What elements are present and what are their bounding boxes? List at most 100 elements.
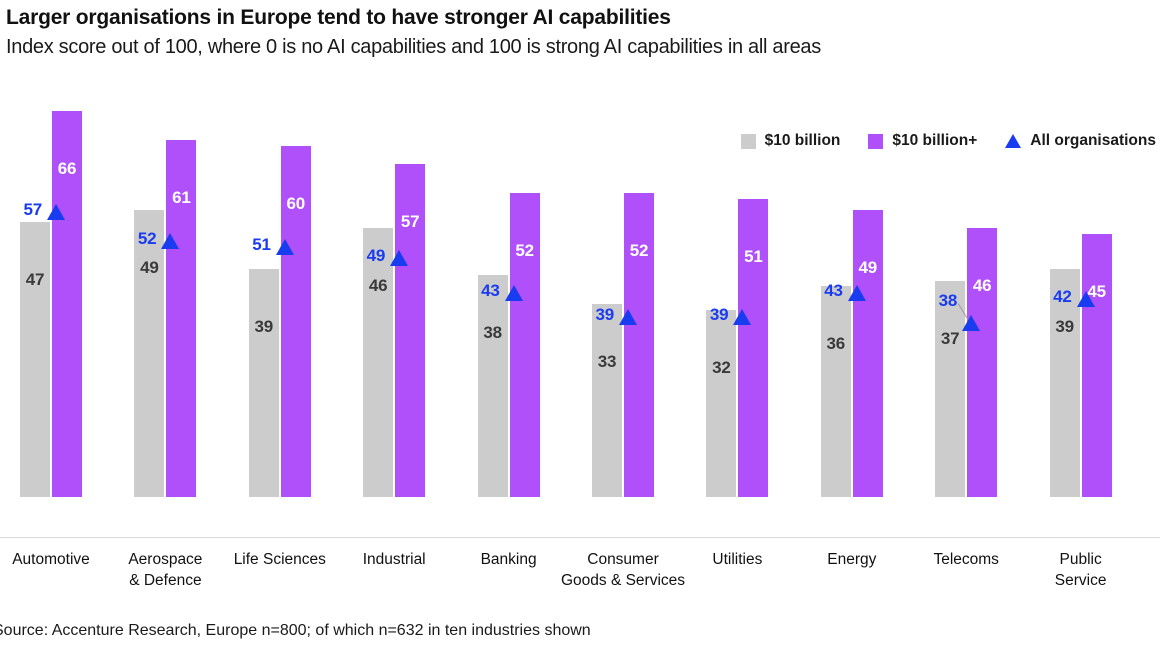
x-axis-category-line: Utilities: [712, 551, 763, 568]
bar-large-company[interactable]: [624, 192, 654, 497]
bar-small-company[interactable]: [935, 280, 966, 497]
x-axis-category-line: Automotive: [12, 551, 90, 568]
legend-item-all[interactable]: All organisations: [1005, 132, 1156, 150]
bar-large-company[interactable]: [166, 140, 197, 497]
x-axis-category-label: Consumer Goods & Services: [533, 549, 713, 591]
bar-small-company[interactable]: [1049, 268, 1080, 497]
x-axis-category-label: Aerospace & Defence: [75, 549, 255, 591]
bar-value-small: 39: [254, 316, 274, 336]
x-axis-category-line: Public: [1059, 551, 1102, 568]
bar-group: 49 61 52: [134, 0, 197, 610]
x-axis-category-line: Consumer: [587, 551, 659, 568]
marker-all-organisations[interactable]: [275, 238, 294, 255]
x-axis-category-line: Life Sciences: [233, 551, 326, 568]
bar-large-company[interactable]: [1081, 233, 1112, 497]
x-axis-category-line: Goods & Services: [560, 572, 686, 589]
bar-large-company[interactable]: [852, 210, 883, 497]
marker-all-organisations[interactable]: [504, 285, 523, 302]
marker-all-organisations[interactable]: [1076, 291, 1095, 308]
bar-large-company[interactable]: [280, 146, 311, 497]
bar-small-company[interactable]: [248, 268, 279, 497]
bar-large-company[interactable]: [967, 227, 998, 497]
x-axis-line: [0, 537, 1160, 538]
bar-large-company[interactable]: [52, 110, 82, 497]
marker-value-all-organisations: 51: [252, 234, 271, 254]
bar-small-company[interactable]: [706, 309, 737, 497]
x-axis-category-line: Telecoms: [933, 551, 999, 568]
bar-value-large: 66: [57, 158, 77, 178]
legend-swatch-large-icon: [868, 133, 884, 149]
bar-group: 36 49 43: [820, 0, 883, 610]
bar-large-company[interactable]: [395, 163, 426, 497]
legend-item-large[interactable]: $10 billion+: [868, 132, 977, 150]
bar-value-large: 57: [400, 211, 420, 231]
bar-group: 39 60 51: [248, 0, 311, 610]
bar-value-large: 52: [629, 240, 649, 260]
bar-value-large: 60: [286, 194, 306, 213]
x-axis-category-label: Banking: [419, 549, 599, 570]
page-subtitle: Index score out of 100, where 0 is no AI…: [6, 36, 821, 58]
marker-all-organisations[interactable]: [47, 203, 65, 220]
bar-value-small: 36: [826, 334, 846, 354]
bar-value-large: 52: [515, 240, 534, 260]
marker-value-all-organisations: 52: [137, 228, 157, 248]
bar-group: 39 45 42: [1049, 0, 1112, 610]
marker-value-all-organisations: 43: [824, 281, 843, 301]
marker-value-all-organisations: 49: [366, 246, 386, 266]
marker-all-organisations[interactable]: [847, 285, 866, 302]
bar-group: 32 51 39: [706, 0, 769, 610]
chart-legend: $10 billion $10 billion+ All organisatio…: [740, 132, 1156, 150]
bar-value-large: 46: [972, 275, 992, 295]
marker-all-organisations[interactable]: [733, 308, 752, 325]
x-axis-category-line: Service: [1054, 572, 1107, 589]
bar-small-company[interactable]: [592, 303, 622, 497]
legend-item-small[interactable]: $10 billion: [740, 132, 840, 150]
marker-all-organisations[interactable]: [962, 314, 981, 331]
bar-value-small: 37: [940, 328, 960, 348]
marker-value-all-organisations: 39: [709, 304, 729, 324]
bar-large-company[interactable]: [738, 198, 769, 497]
bar-small-company[interactable]: [363, 227, 394, 497]
marker-value-all-organisations: 39: [595, 304, 614, 324]
bar-small-company[interactable]: [20, 222, 50, 497]
marker-value-all-organisations: 38: [938, 290, 958, 310]
x-axis-category-label: Telecoms: [876, 549, 1056, 570]
legend-swatch-small-icon: [740, 133, 756, 149]
marker-value-all-organisations: 57: [23, 199, 42, 219]
bar-large-company[interactable]: [509, 192, 540, 497]
bar-group: 37 46 38: [935, 0, 998, 610]
x-axis-category-line: & Defence: [129, 572, 202, 589]
page-title: Larger organisations in Europe tend to h…: [6, 6, 671, 29]
bar-value-small: 32: [712, 357, 731, 377]
bar-value-small: 39: [1055, 316, 1074, 336]
bar-small-company[interactable]: [820, 286, 851, 497]
x-axis-category-line: Industrial: [362, 551, 426, 568]
x-axis-category-label: Utilities: [647, 549, 827, 570]
bar-value-large: 49: [858, 258, 878, 278]
x-axis-category-line: Banking: [480, 551, 537, 568]
bar-value-large: 51: [744, 246, 763, 266]
x-axis-category-line: Energy: [827, 551, 877, 568]
bar-group: 38 52 43: [477, 0, 540, 610]
bar-value-small: 49: [140, 258, 159, 278]
x-axis-category-line: Aerospace: [128, 551, 203, 568]
bar-small-company[interactable]: [134, 210, 165, 497]
bar-value-small: 33: [597, 351, 617, 371]
marker-all-organisations[interactable]: [161, 232, 180, 249]
bar-value-small: 38: [483, 322, 502, 342]
bar-value-small: 46: [368, 275, 388, 295]
bar-small-company[interactable]: [477, 274, 508, 497]
legend-label-large: $10 billion+: [892, 132, 978, 149]
marker-all-organisations[interactable]: [390, 250, 409, 267]
legend-label-all: All organisations: [1030, 132, 1156, 149]
bar-value-small: 47: [25, 270, 45, 290]
marker-all-organisations[interactable]: [619, 308, 637, 325]
legend-triangle-icon: [1005, 134, 1022, 148]
x-axis-category-label: Energy: [762, 549, 942, 570]
x-axis-category-label: Industrial: [304, 549, 484, 570]
x-axis-category-label: Automotive: [0, 549, 141, 570]
marker-value-all-organisations: 42: [1053, 287, 1072, 307]
x-axis-category-label: Life Sciences: [190, 549, 370, 570]
